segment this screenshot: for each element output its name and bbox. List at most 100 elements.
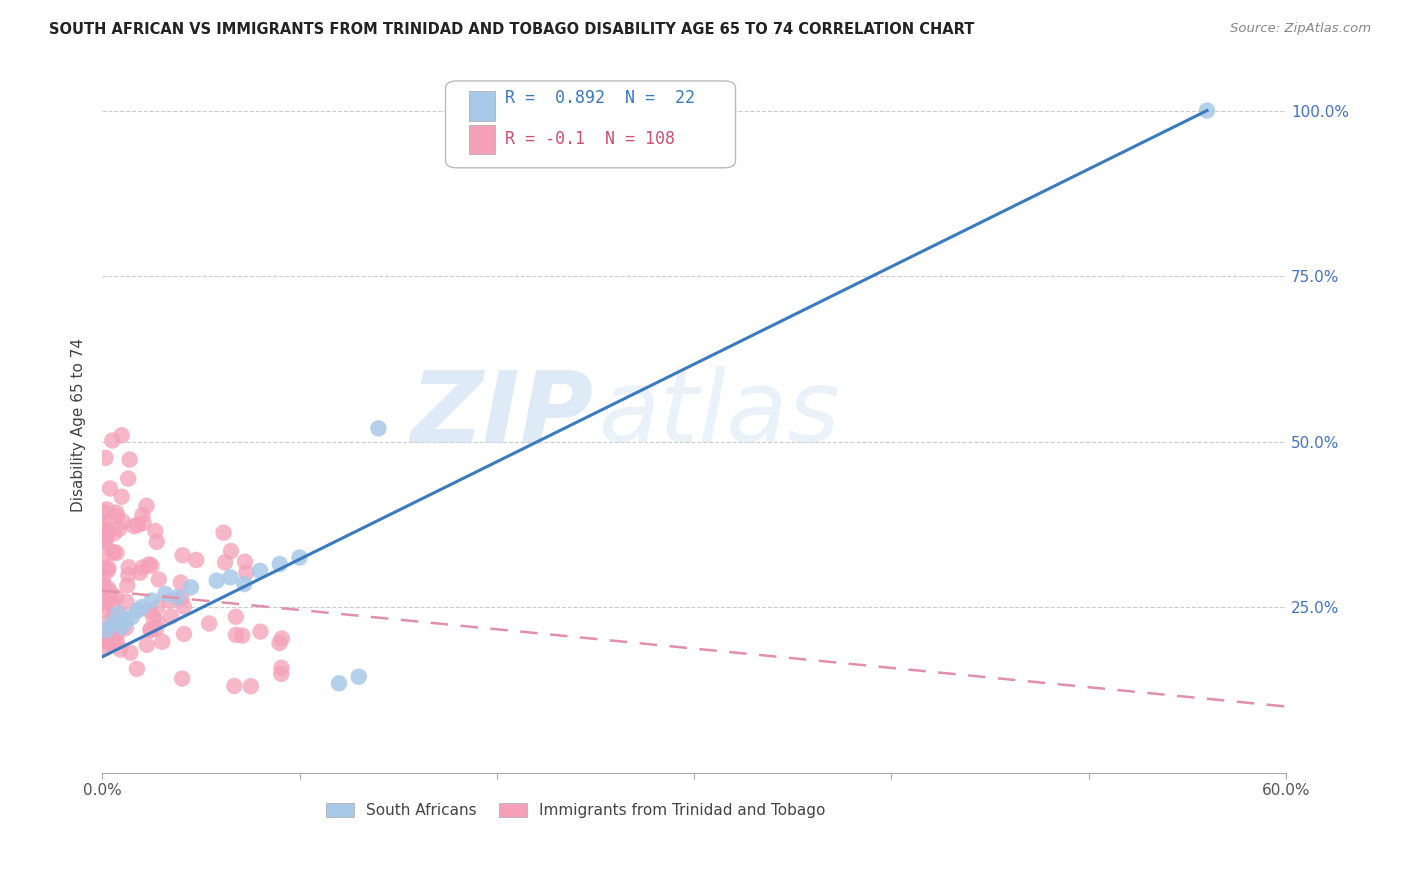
Point <box>117 568 139 582</box>
Point <box>121 610 143 624</box>
Point <box>107 607 129 621</box>
Point <box>135 499 157 513</box>
Point <box>94 516 117 531</box>
Point <box>249 624 271 639</box>
Point <box>131 600 153 615</box>
Point <box>367 421 389 435</box>
Point <box>101 616 124 631</box>
Point <box>127 603 149 617</box>
Point <box>233 577 256 591</box>
Point <box>269 557 291 571</box>
Point <box>141 593 163 607</box>
Point <box>231 629 253 643</box>
Point <box>93 578 115 592</box>
Point <box>114 621 136 635</box>
Point <box>198 616 221 631</box>
Point <box>111 428 134 442</box>
Point <box>219 544 242 558</box>
Text: R =  0.892  N =  22: R = 0.892 N = 22 <box>505 89 695 107</box>
Point <box>104 610 127 624</box>
Text: SOUTH AFRICAN VS IMMIGRANTS FROM TRINIDAD AND TOBAGO DISABILITY AGE 65 TO 74 COR: SOUTH AFRICAN VS IMMIGRANTS FROM TRINIDA… <box>49 22 974 37</box>
Point <box>94 533 117 548</box>
Point <box>91 505 114 519</box>
Point <box>212 525 235 540</box>
Point <box>142 611 165 625</box>
Point <box>122 519 145 533</box>
Point <box>138 603 160 617</box>
Point <box>269 636 291 650</box>
Point <box>101 545 124 559</box>
Point <box>127 518 149 533</box>
Point <box>101 610 124 624</box>
Point <box>239 679 262 693</box>
Y-axis label: Disability Age 65 to 74: Disability Age 65 to 74 <box>72 338 86 512</box>
Point <box>347 670 370 684</box>
Point <box>97 564 120 578</box>
Point <box>180 580 202 594</box>
Point <box>100 590 122 604</box>
Point <box>94 534 117 549</box>
Point <box>132 516 155 530</box>
Point <box>120 646 142 660</box>
Point <box>105 546 128 560</box>
Point <box>117 472 139 486</box>
Point <box>97 628 120 642</box>
Point <box>146 615 169 629</box>
Point <box>145 524 167 538</box>
Bar <box>470 91 495 120</box>
Point <box>233 555 256 569</box>
Point <box>117 560 139 574</box>
FancyBboxPatch shape <box>446 81 735 168</box>
Text: Source: ZipAtlas.com: Source: ZipAtlas.com <box>1230 22 1371 36</box>
Point <box>155 587 177 601</box>
Point <box>96 502 118 516</box>
Point <box>98 482 121 496</box>
Point <box>108 522 131 536</box>
Point <box>105 627 128 641</box>
Point <box>91 524 114 538</box>
Point <box>93 548 115 562</box>
Point <box>159 593 181 607</box>
Bar <box>470 125 495 154</box>
Point <box>249 564 271 578</box>
Point <box>115 614 138 628</box>
Point <box>91 597 114 611</box>
Point <box>270 666 292 681</box>
Point <box>225 628 247 642</box>
Legend: South Africans, Immigrants from Trinidad and Tobago: South Africans, Immigrants from Trinidad… <box>321 797 831 824</box>
Point <box>94 531 117 545</box>
Point <box>145 534 167 549</box>
Point <box>170 591 193 606</box>
Point <box>225 609 247 624</box>
Point <box>117 578 139 592</box>
Point <box>1195 103 1218 118</box>
Point <box>98 636 121 650</box>
Point <box>172 672 194 686</box>
Point <box>108 607 131 621</box>
Point <box>270 661 292 675</box>
Point <box>100 629 122 643</box>
Point <box>129 566 152 580</box>
Point <box>172 549 194 563</box>
Point <box>118 452 141 467</box>
Point <box>148 573 170 587</box>
Point <box>105 618 128 632</box>
Point <box>214 555 236 569</box>
Point <box>205 574 228 588</box>
Point <box>91 525 114 540</box>
Text: R = -0.1  N = 108: R = -0.1 N = 108 <box>505 129 675 148</box>
Point <box>173 627 195 641</box>
Point <box>125 662 148 676</box>
Point <box>97 582 120 596</box>
Point <box>97 594 120 608</box>
Point <box>186 553 208 567</box>
Point <box>94 531 117 545</box>
Point <box>103 634 125 648</box>
Point <box>139 623 162 637</box>
Point <box>131 508 153 522</box>
Text: ZIP: ZIP <box>411 366 593 463</box>
Point <box>93 518 115 533</box>
Point <box>97 524 120 538</box>
Point <box>94 450 117 465</box>
Point <box>98 584 121 599</box>
